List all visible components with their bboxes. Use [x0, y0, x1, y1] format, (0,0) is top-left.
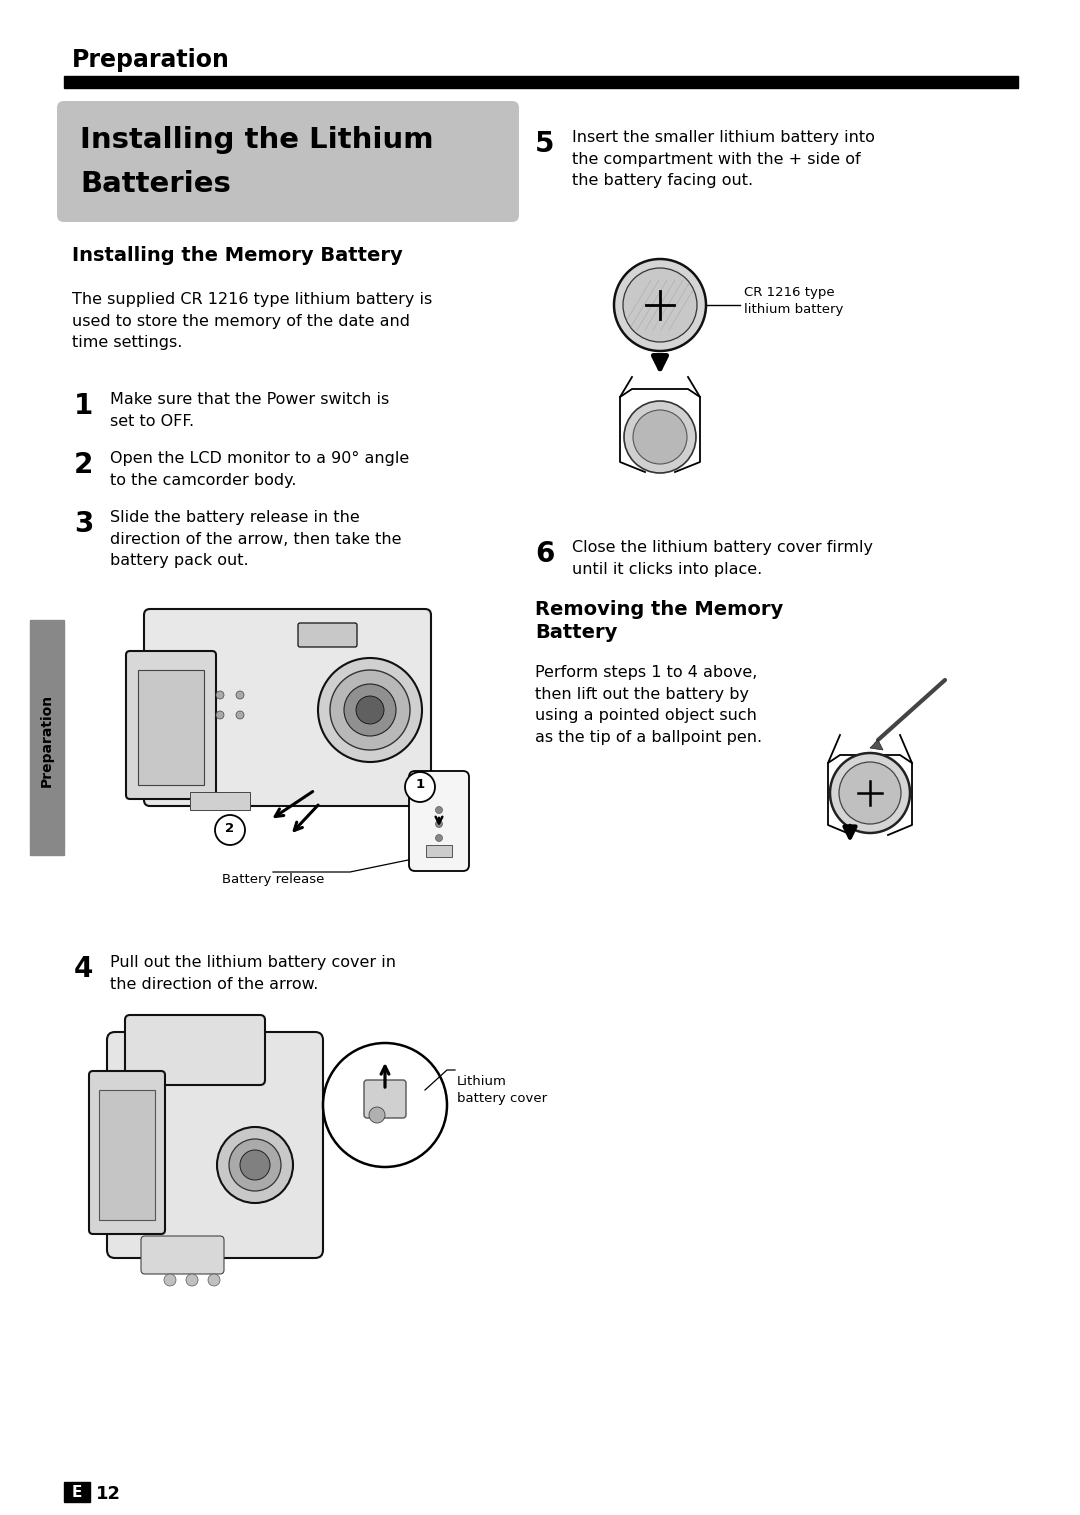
Bar	[138, 670, 204, 785]
Circle shape	[229, 1139, 281, 1191]
Circle shape	[215, 815, 245, 845]
Circle shape	[217, 1127, 293, 1203]
Text: Perform steps 1 to 4 above,
then lift out the battery by
using a pointed object : Perform steps 1 to 4 above, then lift ou…	[535, 665, 762, 745]
FancyBboxPatch shape	[107, 1032, 323, 1257]
Text: Slide the battery release in the
direction of the arrow, then take the
battery p: Slide the battery release in the directi…	[110, 511, 402, 568]
FancyBboxPatch shape	[409, 771, 469, 871]
Circle shape	[186, 1274, 198, 1286]
Circle shape	[330, 670, 410, 750]
Text: Preparation: Preparation	[72, 48, 230, 73]
Text: Preparation: Preparation	[40, 694, 54, 786]
FancyBboxPatch shape	[126, 651, 216, 798]
Circle shape	[323, 1042, 447, 1167]
Circle shape	[237, 691, 244, 698]
Circle shape	[435, 821, 443, 827]
Text: Make sure that the Power switch is
set to OFF.: Make sure that the Power switch is set t…	[110, 392, 389, 429]
Circle shape	[164, 1274, 176, 1286]
Circle shape	[623, 268, 697, 342]
Text: Battery release: Battery release	[221, 873, 324, 886]
FancyBboxPatch shape	[144, 609, 431, 806]
Circle shape	[369, 1107, 384, 1123]
Circle shape	[435, 835, 443, 841]
Circle shape	[839, 762, 901, 824]
Text: E: E	[71, 1485, 82, 1500]
Bar	[64, 76, 1018, 88]
FancyBboxPatch shape	[57, 102, 519, 223]
Text: Removing the Memory
Battery: Removing the Memory Battery	[535, 600, 783, 642]
Circle shape	[318, 658, 422, 762]
Circle shape	[405, 773, 435, 801]
Text: Close the lithium battery cover firmly
until it clicks into place.: Close the lithium battery cover firmly u…	[572, 539, 873, 577]
Text: 4: 4	[75, 954, 93, 983]
Circle shape	[435, 848, 443, 856]
Text: 12: 12	[96, 1485, 121, 1503]
Circle shape	[216, 711, 224, 720]
Circle shape	[435, 806, 443, 814]
Circle shape	[345, 683, 396, 736]
FancyBboxPatch shape	[141, 1236, 224, 1274]
Circle shape	[208, 1274, 220, 1286]
FancyBboxPatch shape	[125, 1015, 265, 1085]
Circle shape	[240, 1150, 270, 1180]
Bar	[99, 1089, 156, 1220]
Text: Open the LCD monitor to a 90° angle
to the camcorder body.: Open the LCD monitor to a 90° angle to t…	[110, 451, 409, 488]
Circle shape	[831, 753, 910, 833]
Bar	[190, 792, 249, 811]
Circle shape	[237, 711, 244, 720]
FancyBboxPatch shape	[364, 1080, 406, 1118]
Text: Insert the smaller lithium battery into
the compartment with the + side of
the b: Insert the smaller lithium battery into …	[572, 130, 875, 188]
Circle shape	[216, 691, 224, 698]
Text: 5: 5	[535, 130, 554, 158]
Text: CR 1216 type
lithium battery: CR 1216 type lithium battery	[744, 286, 843, 317]
FancyBboxPatch shape	[89, 1071, 165, 1235]
Text: 1: 1	[75, 392, 93, 420]
Bar	[30, 620, 64, 854]
Text: 2: 2	[226, 821, 234, 835]
FancyBboxPatch shape	[298, 623, 357, 647]
Text: 6: 6	[535, 539, 554, 568]
Text: Pull out the lithium battery cover in
the direction of the arrow.: Pull out the lithium battery cover in th…	[110, 954, 396, 992]
Text: Batteries: Batteries	[80, 170, 231, 198]
Circle shape	[633, 411, 687, 464]
Circle shape	[624, 401, 696, 473]
Bar	[426, 845, 453, 857]
Bar	[64, 1482, 90, 1501]
Text: Installing the Memory Battery: Installing the Memory Battery	[72, 245, 403, 265]
Text: Installing the Lithium: Installing the Lithium	[80, 126, 433, 155]
Text: 3: 3	[75, 511, 93, 538]
Text: Lithium
battery cover: Lithium battery cover	[457, 1076, 548, 1104]
Circle shape	[615, 259, 706, 351]
Polygon shape	[870, 739, 883, 750]
Text: The supplied CR 1216 type lithium battery is
used to store the memory of the dat: The supplied CR 1216 type lithium batter…	[72, 292, 432, 350]
Text: 2: 2	[75, 451, 93, 479]
Text: 1: 1	[416, 779, 424, 791]
Circle shape	[356, 695, 384, 724]
